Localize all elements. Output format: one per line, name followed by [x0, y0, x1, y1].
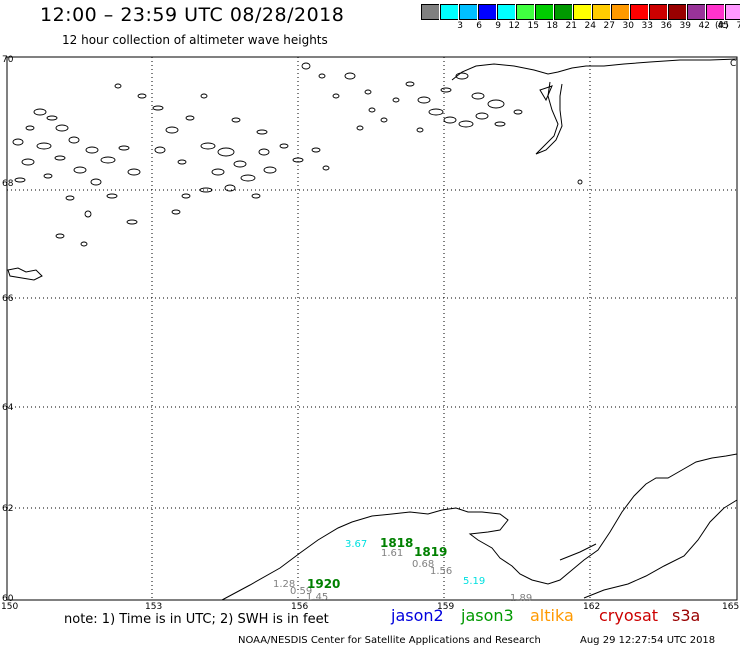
lon-label: 156	[291, 602, 308, 612]
satellite-legend-altika: altika	[530, 606, 574, 625]
lat-label: 68	[2, 179, 14, 189]
scale-swatch	[440, 4, 458, 20]
scale-swatch	[668, 4, 686, 20]
observation-label: 1.89	[510, 593, 532, 604]
scale-label: 27	[603, 21, 615, 31]
footer-note: note: 1) Time is in UTC; 2) SWH is in fe…	[64, 612, 329, 627]
scale-label: 15	[527, 21, 539, 31]
scale-cell: 21	[554, 4, 577, 31]
observation-label: 0.68	[412, 559, 434, 570]
grid	[6, 56, 738, 601]
lon-label: 150	[1, 602, 18, 612]
scale-label: 42	[698, 21, 710, 31]
map-title: 12:00 – 23:59 UTC 08/28/2018	[40, 4, 345, 26]
observation-label: 1.61	[381, 548, 403, 559]
lat-label: 64	[2, 403, 14, 413]
scale-cell: 27	[592, 4, 615, 31]
scale-label: 39	[679, 21, 691, 31]
scale-cell: 15	[516, 4, 539, 31]
scale-swatch	[706, 4, 724, 20]
lat-label: 62	[2, 504, 13, 514]
scale-cell: 45	[706, 4, 729, 31]
lon-label: 165	[722, 602, 739, 612]
observation-label: 1920	[307, 577, 340, 591]
scale-cell: 6	[459, 4, 482, 31]
observation-label: 1.56	[430, 566, 452, 577]
scale-swatch	[497, 4, 515, 20]
observation-label: 0.59	[290, 586, 312, 597]
scale-swatch	[630, 4, 648, 20]
scale-label: 70	[736, 21, 740, 31]
scale-label: 36	[660, 21, 672, 31]
scale-cell: 39	[668, 4, 691, 31]
scale-cell	[421, 4, 440, 20]
map-subtitle: 12 hour collection of altimeter wave hei…	[62, 33, 328, 47]
scale-swatch	[649, 4, 667, 20]
generation-timestamp: Aug 29 12:27:54 UTC 2018	[580, 635, 716, 646]
scale-cell: 18	[535, 4, 558, 31]
scale-label: 3	[457, 21, 463, 31]
scale-swatch	[573, 4, 591, 20]
scale-swatch	[687, 4, 705, 20]
credit-line: NOAA/NESDIS Center for Satellite Applica…	[238, 635, 541, 646]
ice-floes	[12, 62, 583, 247]
satellite-legend-s3a: s3a	[672, 606, 701, 625]
satellite-legend-cryosat: cryosat	[599, 606, 659, 625]
latitude-labels: 70 68 66 64 62 60	[2, 55, 14, 604]
scale-unit: (ft)	[715, 21, 729, 31]
scale-label: 24	[584, 21, 596, 31]
scale-cell: 9	[478, 4, 501, 31]
observation-label: 3.67	[345, 539, 367, 550]
scale-label: 33	[641, 21, 653, 31]
observation-label: 1.28	[273, 579, 295, 590]
scale-cell: 33	[630, 4, 653, 31]
observations: 3.67 1818 1.61 1819 0.68 1.56 5.19 1.28 …	[273, 536, 532, 604]
longitude-labels: 150 153 156 159 162 165	[1, 602, 739, 612]
scale-cell: 70	[725, 4, 740, 31]
scale-cell: 12	[497, 4, 520, 31]
corner-label: C	[730, 59, 736, 69]
scale-swatch	[459, 4, 477, 20]
scale-cell: 42	[687, 4, 710, 31]
observation-label: 1.45	[306, 592, 328, 603]
scale-cell: 3	[440, 4, 463, 31]
lon-label: 162	[583, 602, 600, 612]
scale-swatch	[554, 4, 572, 20]
scale-swatch	[478, 4, 496, 20]
scale-cell: 24	[573, 4, 596, 31]
scale-label: 21	[565, 21, 577, 31]
observation-label: 1819	[414, 545, 447, 559]
scale-label: 45	[717, 21, 729, 31]
scale-swatch	[611, 4, 629, 20]
lat-label: 70	[2, 55, 14, 65]
scale-label: 6	[476, 21, 482, 31]
scale-swatch	[516, 4, 534, 20]
observation-label: 5.19	[463, 576, 485, 587]
lon-label: 159	[437, 602, 454, 612]
lat-label: 60	[2, 594, 14, 604]
scale-label: 9	[495, 21, 501, 31]
satellite-legend-jason2: jason2	[391, 606, 444, 625]
wave-height-color-scale: 36912151821242730333639424570	[421, 4, 740, 31]
lon-label: 153	[145, 602, 162, 612]
scale-cell: 36	[649, 4, 672, 31]
coastline	[7, 58, 738, 601]
scale-swatch	[725, 4, 740, 20]
scale-cell: 30	[611, 4, 634, 31]
scale-label: 12	[508, 21, 520, 31]
lat-label: 66	[2, 294, 14, 304]
scale-swatch	[535, 4, 553, 20]
scale-label: 18	[546, 21, 558, 31]
scale-label: 30	[622, 21, 634, 31]
scale-swatch	[592, 4, 610, 20]
scale-swatch	[421, 4, 439, 20]
satellite-legend-jason3: jason3	[461, 606, 514, 625]
observation-label: 1818	[380, 536, 413, 550]
